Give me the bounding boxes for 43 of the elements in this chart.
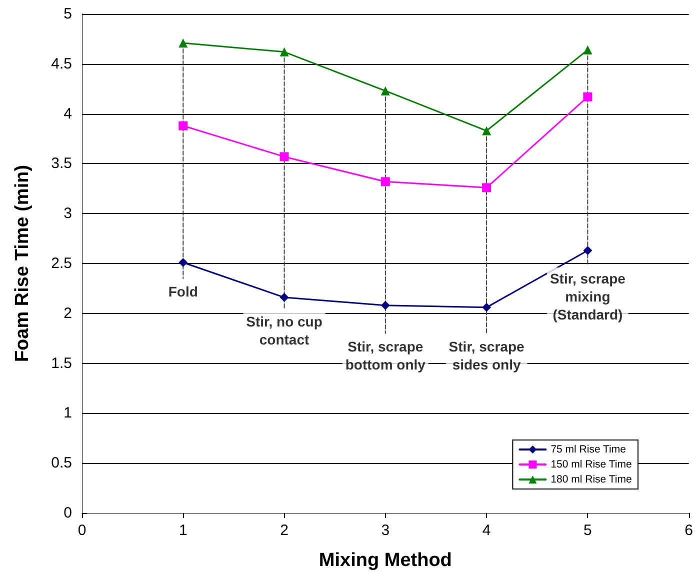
y-axis-title: Foam Rise Time (min) — [12, 164, 33, 362]
annotation: Stir, no cup contact — [246, 313, 322, 348]
point — [380, 177, 390, 186]
x-tick-label: 0 — [78, 522, 86, 539]
point — [482, 302, 492, 312]
point — [583, 92, 592, 102]
annotation: Stir, scrape mixing (Standard) — [550, 270, 626, 322]
point — [482, 126, 492, 136]
y-tick-label: 4 — [64, 105, 72, 122]
point — [280, 152, 289, 162]
y-tick-label: 5 — [64, 6, 72, 22]
y-tick-label: 2 — [64, 304, 72, 322]
y-tick-label: 2.5 — [51, 255, 72, 272]
y-tick-label: 0.5 — [51, 454, 72, 472]
point — [583, 45, 592, 54]
y-tick-label: 3 — [64, 205, 72, 222]
legend-label: 75 ml Rise Time — [550, 444, 626, 456]
legend-label: 180 ml Rise Time — [550, 474, 632, 486]
point — [380, 300, 390, 310]
point — [280, 47, 289, 56]
x-tick-label: 1 — [178, 522, 188, 539]
annotation: Stir, scrape sides only — [448, 338, 525, 372]
x-tick-label: 3 — [381, 522, 390, 539]
y-tick-label: 4.5 — [51, 55, 72, 72]
annotation: Stir, scrape bottom only — [345, 338, 426, 372]
point — [280, 292, 289, 302]
y-tick-label: 3.5 — [51, 155, 72, 172]
y-tick-label: 1.5 — [51, 354, 72, 372]
x-tick-label: 6 — [684, 522, 693, 539]
x-tick-label: 4 — [482, 522, 491, 539]
point — [380, 86, 390, 96]
point — [178, 38, 188, 48]
point — [482, 183, 492, 192]
point — [178, 121, 188, 130]
annotation: Fold — [168, 283, 198, 300]
x-tick-label: 2 — [280, 522, 288, 539]
y-tick-label: 0 — [64, 504, 72, 522]
y-tick-label: 1 — [64, 404, 72, 422]
point — [583, 246, 592, 256]
x-axis-title: Mixing Method — [318, 550, 452, 571]
x-tick-label: 5 — [584, 522, 592, 539]
legend-label: 150 ml Rise Time — [550, 458, 632, 470]
point — [178, 258, 188, 267]
